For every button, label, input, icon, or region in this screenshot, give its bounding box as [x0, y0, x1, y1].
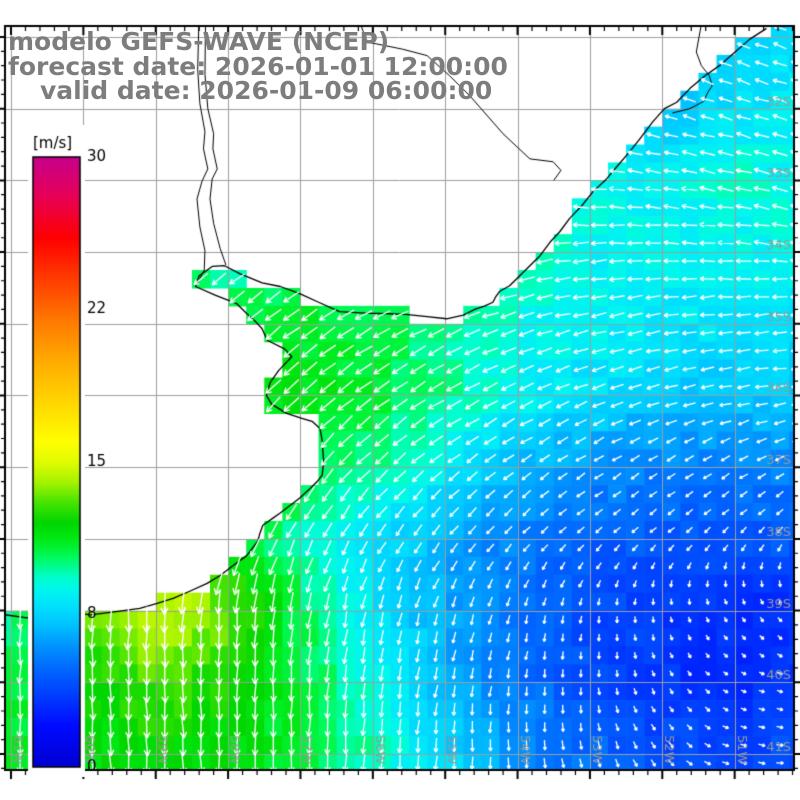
page-title: modelo GEFS-WAVE (NCEP)	[8, 27, 390, 56]
valid-date-label: valid date: 2026-01-09 06:00:00	[40, 76, 493, 105]
forecast-date-label: forecast date: 2026-01-01 12:00:00	[8, 52, 508, 81]
